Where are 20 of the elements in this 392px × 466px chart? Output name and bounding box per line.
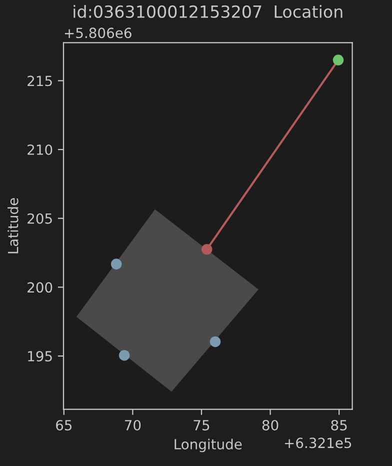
y-tick-label: 210: [28, 144, 52, 155]
point: [118, 350, 130, 361]
x-tick-label: 80: [262, 420, 278, 430]
x-tick-label: 75: [194, 420, 210, 430]
x-tick-label: 85: [331, 420, 347, 430]
x-tick-label: 65: [56, 420, 72, 430]
point: [201, 244, 212, 255]
y-axis-title: Latitude: [8, 198, 18, 254]
y-tick-label: 195: [28, 350, 52, 362]
chart-title: id:0363100012153207 Location: [74, 5, 342, 18]
text: +5.806e6: [64, 28, 132, 38]
y-tick-label: 215: [28, 76, 52, 86]
point: [210, 336, 221, 348]
x-tick-label: 70: [125, 420, 141, 430]
point: [110, 258, 122, 270]
text: +6.321e5: [284, 438, 352, 448]
point: [332, 54, 344, 66]
y-tick-label: 205: [28, 213, 52, 224]
y-tick-label: 200: [28, 282, 52, 293]
x-axis-title: Longitude: [174, 438, 242, 452]
